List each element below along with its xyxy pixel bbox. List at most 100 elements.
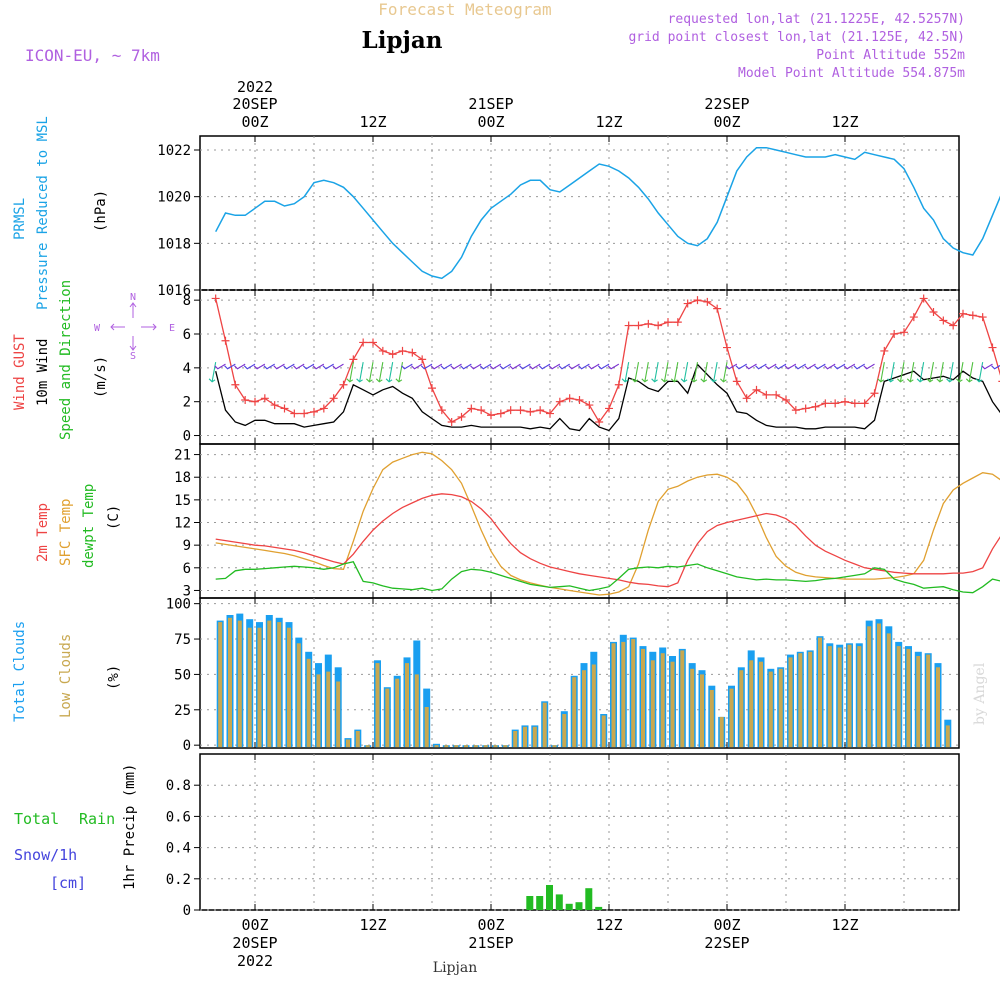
low-cloud-bar — [601, 715, 606, 748]
low-cloud-bar — [267, 620, 272, 748]
low-cloud-bar — [719, 716, 724, 748]
low-cloud-bar — [562, 714, 567, 748]
gust-marker — [890, 330, 899, 338]
low-cloud-bar — [650, 660, 655, 748]
wind-direction-arrow — [234, 363, 246, 370]
wind-direction-arrow — [479, 363, 492, 370]
low-cloud-bar — [247, 627, 252, 748]
low-cloud-bar — [424, 707, 429, 748]
ytick-label-clouds: 75 — [174, 632, 191, 648]
ytick-label-wind: 6 — [183, 327, 191, 343]
gust-marker — [536, 406, 545, 415]
total-clouds-label: Total Clouds — [12, 621, 28, 722]
gust-marker — [575, 396, 584, 404]
gust-marker — [860, 399, 869, 408]
ytick-label-wind: 0 — [183, 429, 191, 445]
low-cloud-bar — [336, 681, 341, 748]
wind-direction-arrow — [558, 363, 570, 370]
bottom-tick-5: 12Z — [831, 916, 858, 934]
gust-marker — [319, 404, 328, 413]
gust-marker — [418, 355, 427, 364]
bottom-tick-2: 00Z — [477, 916, 504, 934]
low-cloud-bar — [473, 745, 478, 748]
rain-bar — [546, 885, 553, 910]
rain-label: Rain — [79, 810, 115, 828]
ytick-label-pressure: 1020 — [157, 190, 191, 206]
low-cloud-bar — [906, 648, 911, 748]
gust-marker — [909, 313, 918, 322]
wind-direction-arrow — [897, 362, 905, 383]
wind-direction-arrow — [578, 363, 590, 370]
gust-marker — [428, 384, 436, 393]
top-tick-4: 00Z — [713, 113, 740, 131]
ytick-label-temperature: 12 — [174, 516, 191, 532]
wind-direction-arrow — [430, 363, 443, 370]
wind-direction-arrow — [680, 362, 689, 383]
low-cloud-bar — [591, 664, 596, 748]
rain-bar — [536, 896, 544, 910]
wind-direction-arrow — [460, 363, 472, 370]
low-cloud-bar — [444, 745, 449, 748]
temp-unit-label: (C) — [106, 505, 122, 530]
low-cloud-bar — [611, 643, 616, 748]
ytick-label-clouds: 25 — [174, 703, 191, 719]
ytick-label-precip: 0.8 — [166, 778, 191, 794]
wind-direction-arrow — [440, 363, 452, 370]
pressure-label-1: PRMSL — [12, 198, 28, 240]
wind-direction-arrow — [529, 363, 541, 370]
gust-marker — [693, 296, 702, 305]
low-cloud-bar — [542, 702, 547, 748]
wind-direction-arrow — [735, 363, 747, 370]
gust-marker — [732, 377, 741, 386]
sfc-temp-label: SFC Temp — [58, 499, 74, 566]
wind-direction-arrow — [509, 363, 521, 370]
gust-marker — [900, 328, 908, 337]
gust-label: Wind GUST — [12, 334, 28, 410]
gust-marker — [506, 406, 515, 415]
gust-marker — [496, 409, 505, 418]
rain-bar — [595, 906, 603, 910]
low-cloud-bar — [631, 639, 636, 748]
low-cloud-bar — [837, 647, 842, 748]
ytick-label-wind: 2 — [183, 395, 191, 411]
ytick-label-temperature: 18 — [174, 470, 191, 486]
bottom-year: 2022 — [237, 952, 273, 970]
top-tick-0: 00Z — [241, 113, 268, 131]
top-date-22sep: 22SEP — [704, 95, 749, 113]
wind-direction-arrow — [346, 362, 354, 383]
gust-marker — [378, 346, 387, 355]
low-cloud-bar — [277, 622, 282, 748]
model-altitude: Model Point Altitude 554.875m — [738, 66, 965, 81]
wind-direction-arrow — [690, 362, 699, 383]
gust-marker — [477, 406, 486, 415]
wind-direction-arrow — [621, 362, 630, 383]
wind-direction-arrow — [312, 363, 325, 370]
wind-speed-dir-label: Speed and Direction — [58, 280, 74, 440]
wind-direction-arrow — [224, 363, 236, 370]
wind-direction-arrow — [745, 363, 757, 370]
gust-marker — [467, 404, 476, 413]
gust-marker — [959, 309, 967, 318]
low-cloud-bar — [641, 648, 645, 748]
gust-marker — [919, 294, 928, 303]
wind-direction-arrow — [273, 363, 285, 370]
low-cloud-bar — [316, 674, 321, 748]
gust-marker — [231, 380, 240, 389]
gust-marker — [369, 338, 377, 347]
gust-marker — [821, 399, 830, 408]
low-cloud-bar — [818, 637, 822, 748]
snow-label: Snow/1h — [14, 846, 77, 864]
low-cloud-bar — [778, 668, 783, 748]
low-cloud-bar — [886, 633, 891, 748]
gust-marker — [349, 355, 358, 364]
wind-direction-arrow — [332, 363, 344, 370]
wind-direction-arrow — [887, 362, 895, 383]
low-cloud-bar — [326, 671, 331, 748]
gust-marker — [614, 380, 623, 389]
gust-marker — [939, 316, 948, 325]
wind-direction-arrow — [755, 363, 767, 370]
gust-marker — [742, 394, 751, 403]
wind-direction-arrow — [853, 363, 865, 370]
low-cloud-bar — [877, 623, 881, 748]
low-cloud-bar — [532, 726, 537, 748]
